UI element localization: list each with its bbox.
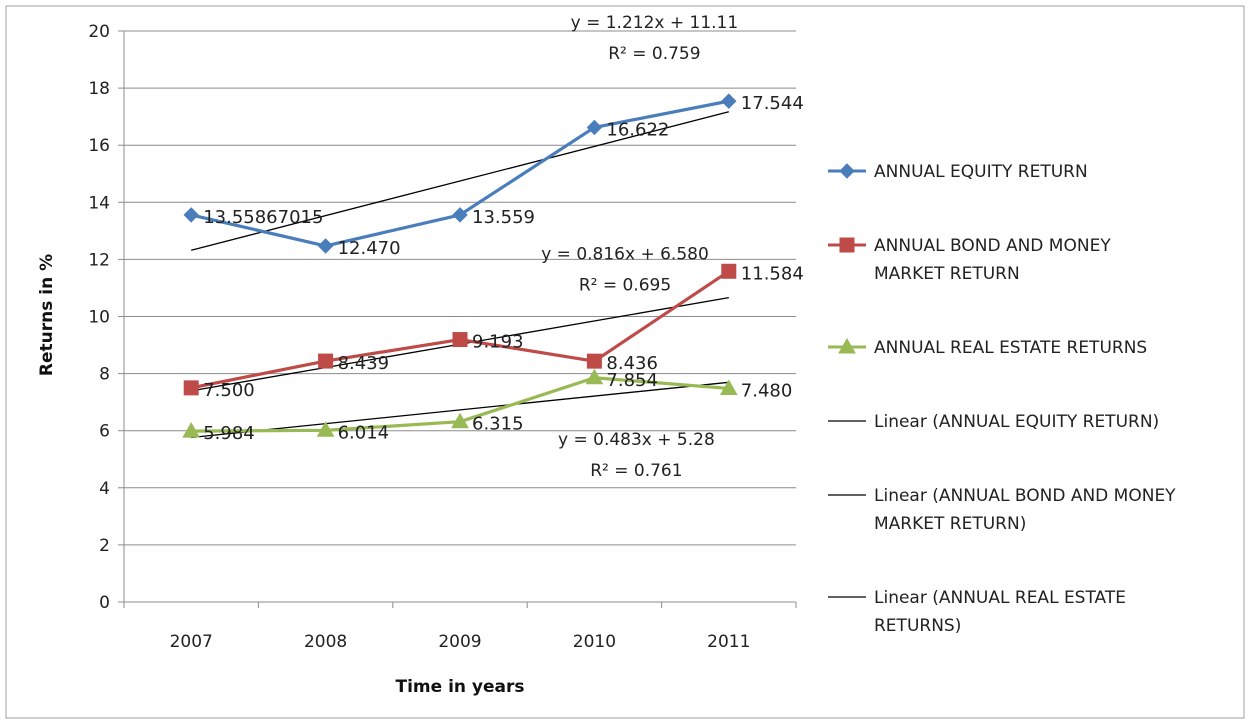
- chart-area-border: [5, 5, 1245, 719]
- x-tick-label: 2010: [573, 632, 616, 652]
- x-tick-label: 2007: [170, 632, 213, 652]
- series-1-point: [586, 119, 603, 136]
- legend-entry: Linear (ANNUAL BOND AND MONEY MARKET RETU…: [828, 486, 1176, 534]
- trendline-r-squared: R² = 0.695: [579, 275, 671, 295]
- data-label: 16.622: [606, 119, 669, 140]
- series-3-point: [451, 412, 469, 429]
- series-1-point: [721, 93, 737, 109]
- y-tick-label: 10: [88, 308, 110, 328]
- data-label: 7.500: [203, 380, 255, 401]
- legend-entry: ANNUAL EQUITY RETURN: [828, 162, 1088, 182]
- legend-label: ANNUAL REAL ESTATE RETURNS: [874, 338, 1147, 358]
- y-tick-label: 12: [88, 250, 110, 270]
- trendline-r-squared: R² = 0.761: [590, 461, 682, 481]
- series-2-point: [183, 380, 199, 396]
- y-tick-label: 14: [88, 193, 110, 213]
- x-tick-label: 2008: [304, 632, 347, 652]
- series-1-point: [317, 238, 334, 254]
- legend-swatch-marker: [839, 163, 855, 179]
- data-label: 9.193: [472, 332, 524, 353]
- y-tick-label: 18: [88, 79, 110, 99]
- series-3-point: [316, 421, 335, 437]
- y-axis-title: Returns in %: [37, 254, 57, 376]
- trendline-1: [191, 111, 729, 251]
- legend-entry: Linear (ANNUAL EQUITY RETURN): [828, 412, 1159, 432]
- legend-label: MARKET RETURN: [874, 264, 1020, 284]
- axes: 0 2 4 6 8 10 12 14 16 18 20 2007 2008 2009 2010 2011: [88, 22, 797, 652]
- data-label: 7.854: [606, 370, 658, 391]
- gridlines: [124, 30, 796, 546]
- data-label: 13.559: [472, 207, 535, 228]
- series-1-point: [183, 207, 199, 223]
- y-tick-label: 6: [99, 422, 110, 442]
- trendline-equation: y = 0.816x + 6.580: [541, 244, 709, 264]
- legend-label: Linear (ANNUAL BOND AND MONEY: [874, 486, 1176, 506]
- series-3-point: [719, 379, 738, 395]
- y-tick-label: 0: [99, 593, 110, 613]
- legend-swatch-marker: [838, 337, 856, 354]
- series-2-point: [318, 353, 334, 369]
- x-tick-label: 2011: [707, 632, 750, 652]
- y-tick-label: 2: [99, 536, 110, 556]
- trendline-3: [191, 381, 729, 439]
- data-label: 5.984: [203, 423, 255, 444]
- legend-entry: Linear (ANNUAL REAL ESTATE RETURNS): [828, 588, 1126, 636]
- legend-entry: ANNUAL BOND AND MONEY MARKET RETURN: [828, 236, 1111, 284]
- data-label: 6.014: [338, 422, 390, 443]
- series-3-point: [182, 422, 201, 438]
- legend-label: Linear (ANNUAL EQUITY RETURN): [874, 412, 1159, 432]
- y-tick-label: 8: [99, 365, 110, 385]
- data-label: 17.544: [741, 93, 804, 114]
- data-label: 8.436: [606, 353, 658, 374]
- trendline-equation: y = 1.212x + 11.11: [571, 13, 739, 33]
- data-label: 8.439: [338, 353, 390, 374]
- data-labels: 13.55867015 12.470 13.559 16.622 17.544 7.500…: [203, 93, 804, 444]
- legend-label: ANNUAL BOND AND MONEY: [874, 236, 1111, 256]
- series-2-point: [721, 263, 737, 279]
- legend: ANNUAL EQUITY RETURN ANNUAL BOND AND MONE…: [828, 162, 1176, 636]
- series-2-point: [586, 353, 602, 369]
- series-3-point: [585, 368, 604, 385]
- y-tick-label: 20: [88, 22, 110, 42]
- legend-entry: ANNUAL REAL ESTATE RETURNS: [828, 337, 1147, 358]
- trendline-r-squared: R² = 0.759: [608, 44, 700, 64]
- legend-label: MARKET RETURN): [874, 514, 1026, 534]
- series-2-point: [452, 332, 468, 348]
- series-lines: [182, 93, 738, 438]
- x-axis-title: Time in years: [395, 677, 524, 697]
- series-1-point: [452, 207, 468, 223]
- data-label: 7.480: [741, 380, 793, 401]
- data-label: 11.584: [741, 263, 804, 284]
- data-label: 13.55867015: [203, 207, 323, 228]
- legend-label: ANNUAL EQUITY RETURN: [874, 162, 1088, 182]
- trendline-equation: y = 0.483x + 5.28: [558, 430, 715, 450]
- data-label: 6.315: [472, 414, 524, 435]
- legend-label: RETURNS): [874, 616, 961, 636]
- y-tick-label: 4: [99, 479, 110, 499]
- x-tick-label: 2009: [438, 632, 481, 652]
- y-tick-label: 16: [88, 136, 110, 156]
- trendline-equations: y = 1.212x + 11.11 R² = 0.759 y = 0.816x +…: [541, 13, 738, 481]
- data-label: 12.470: [338, 238, 401, 259]
- legend-label: Linear (ANNUAL REAL ESTATE: [874, 588, 1126, 608]
- legend-swatch-marker: [839, 237, 855, 253]
